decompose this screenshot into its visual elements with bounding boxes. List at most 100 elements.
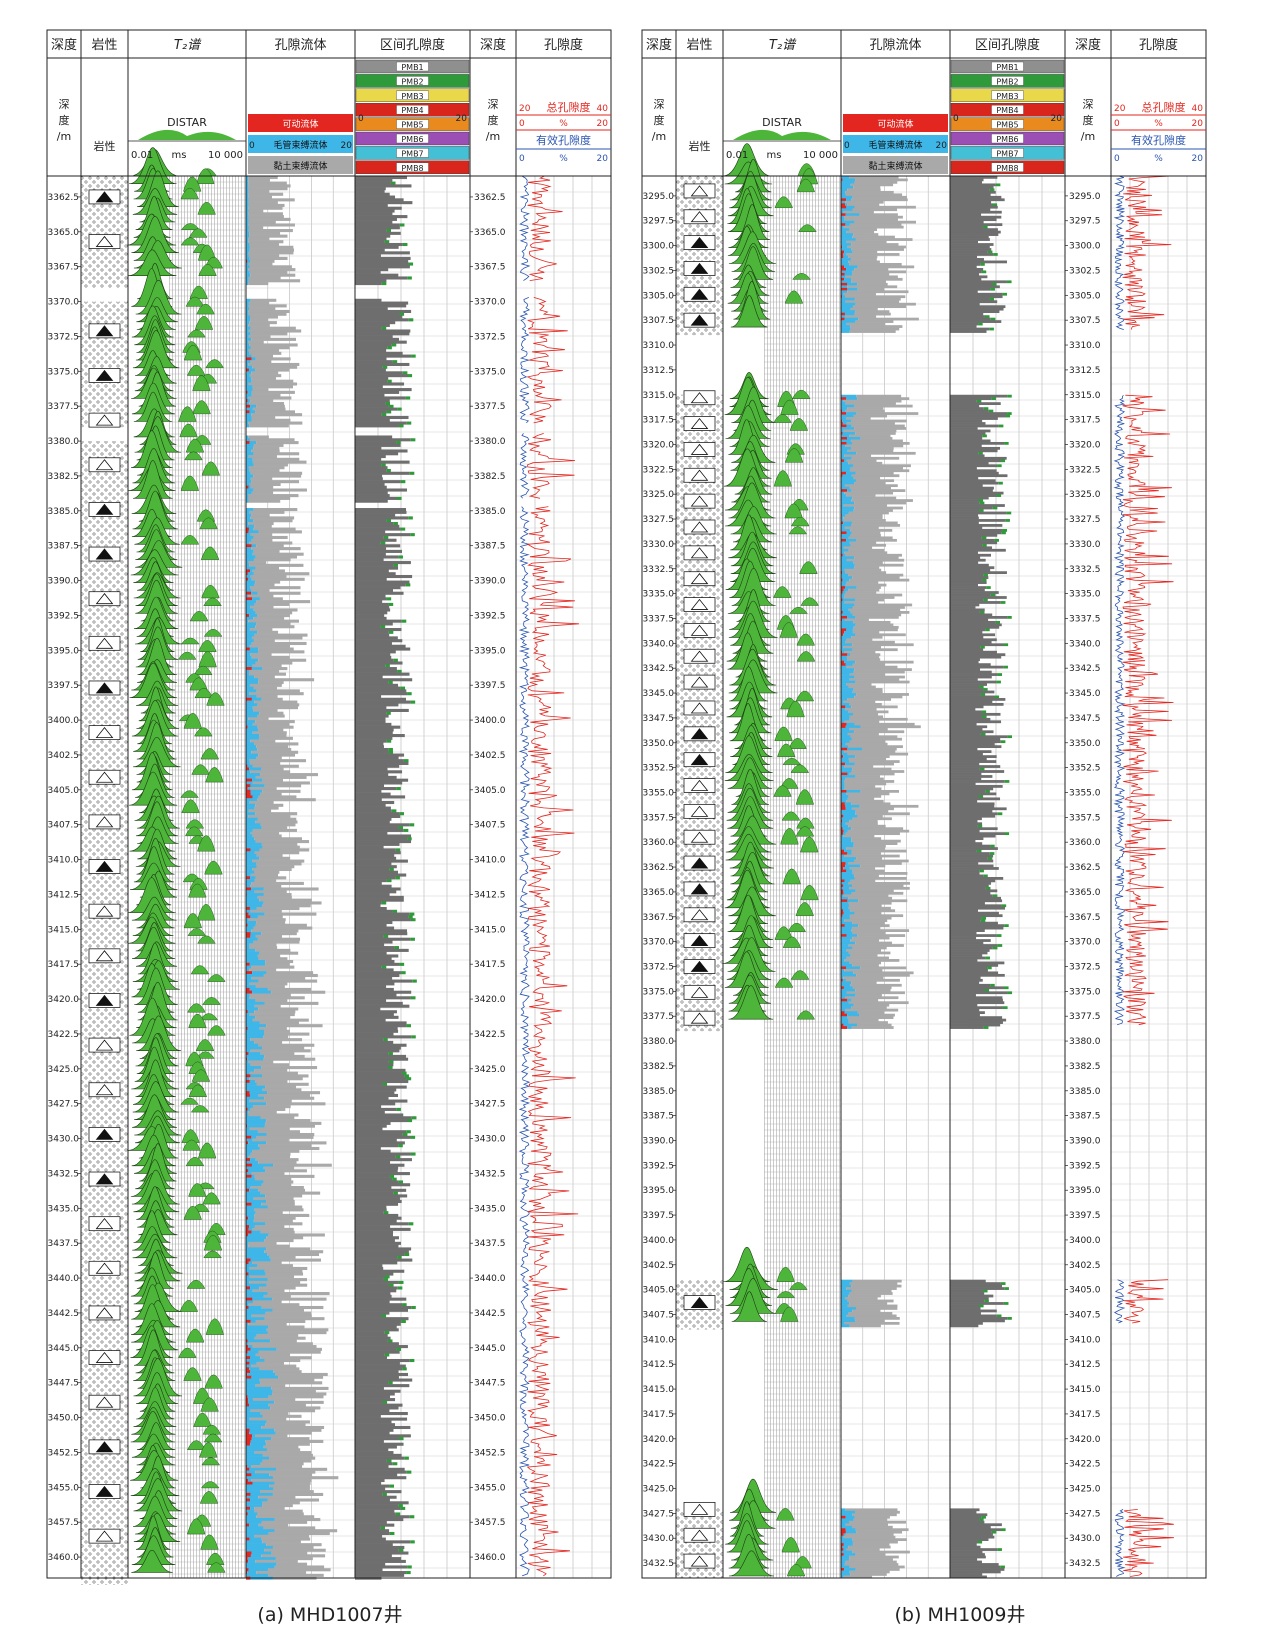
depth-tick-label: 3432.5	[48, 1169, 80, 1179]
porosity-row-max: 20	[1192, 119, 1204, 129]
depth-tick-label: 3460.0	[48, 1553, 80, 1563]
depth-tick-label: 3380.0	[1069, 1037, 1101, 1047]
effective-porosity-max: 20	[597, 154, 609, 164]
t2-legend-swatch	[138, 129, 236, 140]
depth-tick-label: 3382.5	[48, 472, 80, 482]
depth-tick-label: 3302.5	[643, 266, 675, 276]
depth-unit-label: 度	[488, 113, 499, 127]
t2-max-label: 10 000	[208, 150, 243, 161]
pmb-legend-label: PMB5	[401, 121, 423, 130]
fluid-legend-label: 毛管束缚流体	[868, 139, 922, 151]
depth-tick-label: 3357.5	[1069, 813, 1101, 823]
lithology-label: 岩性	[94, 139, 116, 153]
t2-curve-name: DISTAR	[762, 116, 802, 129]
depth-tick-label: 3457.5	[474, 1518, 506, 1528]
pmb-legend-label: PMB2	[996, 77, 1018, 86]
depth-tick-label: 3425.0	[48, 1065, 80, 1075]
depth-tick-label: 3347.5	[643, 714, 675, 724]
depth-tick-label: 3420.0	[474, 995, 506, 1005]
caption-well-b: (b) MH1009井	[894, 1604, 1026, 1626]
depth-tick-label: 3402.5	[643, 1261, 675, 1271]
depth-tick-label: 3325.0	[643, 490, 675, 500]
lithology-label: 岩性	[689, 139, 711, 153]
depth-tick-label: 3352.5	[1069, 764, 1101, 774]
depth-tick-label: 3297.5	[1069, 217, 1101, 227]
depth-tick-label: 3310.0	[1069, 341, 1101, 351]
depth-tick-label: 3387.5	[1069, 1112, 1101, 1122]
depth-tick-label: 3380.0	[474, 437, 506, 447]
depth-tick-label: 3332.5	[643, 565, 675, 575]
depth-tick-label: 3370.0	[48, 298, 80, 308]
track-title: 区间孔隙度	[380, 37, 445, 53]
depth-unit-label: 深	[488, 98, 499, 111]
fluid-scale-max: 20	[936, 141, 948, 151]
depth-tick-label: 3402.5	[48, 751, 80, 761]
depth-tick-label: 3412.5	[1069, 1360, 1101, 1370]
caption-well-a: (a) MHD1007井	[257, 1604, 403, 1626]
depth-tick-label: 3427.5	[643, 1509, 675, 1519]
total-porosity-min: 20	[1114, 104, 1126, 114]
fluid-legend-swatch	[248, 156, 353, 174]
depth-unit-label: 深	[654, 98, 665, 111]
depth-tick-label: 3295.0	[1069, 192, 1101, 202]
depth-tick-label: 3300.0	[643, 242, 675, 252]
pmb-legend-label: PMB4	[996, 106, 1018, 115]
depth-tick-label: 3402.5	[1069, 1261, 1101, 1271]
depth-tick-label: 3400.0	[474, 716, 506, 726]
depth-tick-label: 3400.0	[48, 716, 80, 726]
depth-tick-label: 3345.0	[1069, 689, 1101, 699]
pmb-legend-label: PMB5	[996, 121, 1018, 130]
pmb-legend-label: PMB4	[401, 106, 423, 115]
pmb-legend-label: PMB1	[996, 63, 1018, 72]
depth-tick-label: 3330.0	[1069, 540, 1101, 550]
depth-tick-label: 3340.0	[643, 639, 675, 649]
depth-tick-label: 3392.5	[643, 1161, 675, 1171]
track-titles: 深度 岩性 T₂谱 孔隙流体 区间孔隙度 深度 孔隙度深度/m深度/m岩性DISTAR0.0…	[51, 37, 611, 175]
depth-tick-label: 3432.5	[1069, 1559, 1101, 1569]
depth-tick-label: 3442.5	[48, 1309, 80, 1319]
pmb-scale-min: 0	[358, 114, 364, 124]
porosity-track	[1113, 175, 1174, 1577]
depth-tick-label: 3312.5	[643, 366, 675, 376]
track-title: 深度	[1075, 37, 1101, 53]
fluid-scale-min: 0	[249, 141, 255, 151]
fluid-scale-max: 20	[341, 141, 353, 151]
depth-tick-label: 3422.5	[48, 1030, 80, 1040]
depth-tick-label: 3372.5	[48, 332, 80, 342]
depth-unit-label: 度	[59, 113, 70, 127]
depth-tick-label: 3405.0	[474, 786, 506, 796]
depth-tick-label: 3412.5	[643, 1360, 675, 1370]
depth-tick-label: 3375.0	[643, 987, 675, 997]
depth-tick-label: 3397.5	[643, 1211, 675, 1221]
depth-labels: 3362.5 3362.5 3365.0 3365.0 3367.5 3367.5 3370…	[48, 193, 506, 1563]
depth-unit-label: 度	[1083, 113, 1094, 127]
depth-tick-label: 3440.0	[474, 1274, 506, 1284]
pmb-legend-label: PMB7	[401, 149, 423, 158]
depth-tick-label: 3315.0	[643, 391, 675, 401]
t2-spectrum-track	[722, 143, 841, 1578]
depth-unit-label: /m	[57, 130, 71, 143]
pmb-legend-label: PMB2	[401, 77, 423, 86]
track-title: 深度	[480, 37, 506, 53]
depth-tick-label: 3367.5	[643, 913, 675, 923]
depth-tick-label: 3450.0	[474, 1414, 506, 1424]
depth-tick-label: 3447.5	[474, 1379, 506, 1389]
depth-tick-label: 3370.0	[1069, 938, 1101, 948]
depth-tick-label: 3432.5	[474, 1169, 506, 1179]
track-title: 岩性	[686, 38, 712, 53]
depth-tick-label: 3327.5	[643, 515, 675, 525]
depth-tick-label: 3367.5	[48, 263, 80, 273]
lithology-track	[81, 176, 128, 1585]
depth-tick-label: 3320.0	[643, 440, 675, 450]
depth-tick-label: 3432.5	[643, 1559, 675, 1569]
depth-tick-label: 3302.5	[1069, 266, 1101, 276]
pmb-legend-label: PMB8	[996, 164, 1018, 173]
depth-tick-label: 3430.0	[643, 1534, 675, 1544]
depth-tick-label: 3395.0	[48, 646, 80, 656]
depth-tick-label: 3357.5	[643, 813, 675, 823]
track-titles: 深度 岩性 T₂谱 孔隙流体 区间孔隙度 深度 孔隙度深度/m深度/m岩性DISTAR0.0…	[646, 37, 1206, 175]
depth-tick-label: 3420.0	[1069, 1435, 1101, 1445]
depth-labels: 3295.0 3295.0 3297.5 3297.5 3300.0 3300.0 3302…	[643, 192, 1101, 1569]
depth-unit-label: /m	[652, 130, 666, 143]
depth-tick-label: 3407.5	[48, 821, 80, 831]
